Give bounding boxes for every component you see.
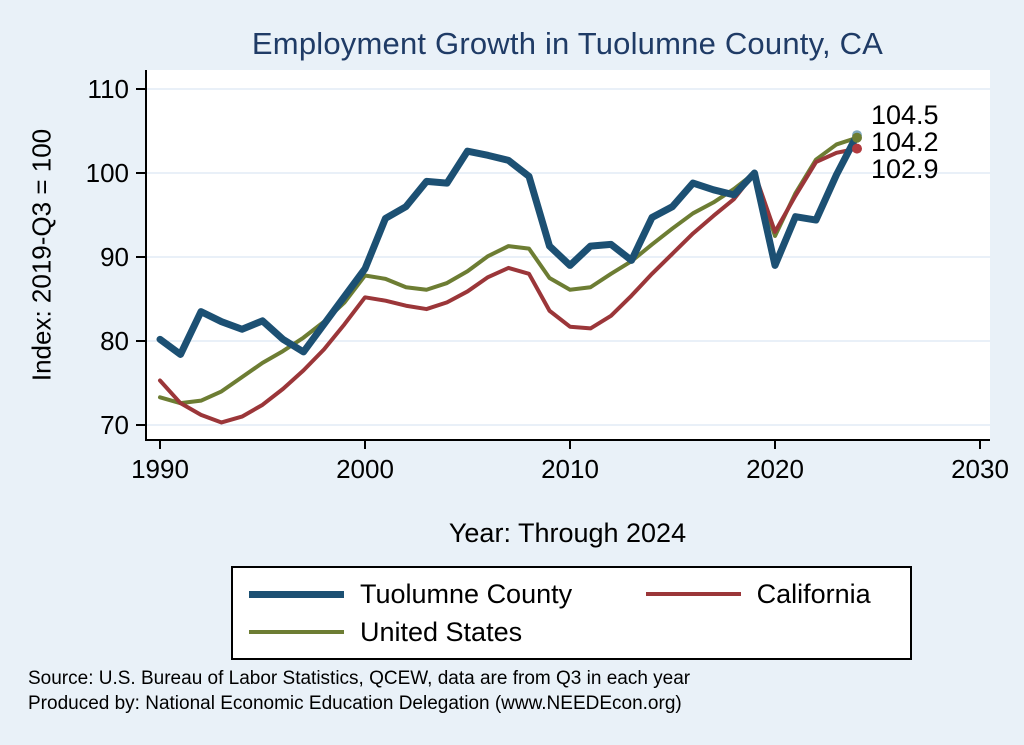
y-tick-label: 80 <box>100 326 129 356</box>
page-title: Employment Growth in Tuolumne County, CA <box>251 26 884 61</box>
legend-swatch-tuolumne-county <box>249 590 344 598</box>
legend-swatch-united-states <box>249 630 344 634</box>
x-tick-label: 2010 <box>541 454 599 484</box>
source-note: Source: U.S. Bureau of Labor Statistics,… <box>28 668 691 689</box>
series-end-label: 104.2 <box>871 127 939 157</box>
series-endpoint-marker-united-states <box>852 132 862 143</box>
legend-item-united-states: United States <box>249 616 646 648</box>
series-line-tuolumne-county <box>156 131 861 358</box>
series-end-label: 104.5 <box>871 100 939 130</box>
series-endpoint-marker-california <box>852 143 862 154</box>
legend-item-tuolumne-county: Tuolumne County <box>249 578 646 610</box>
y-tick-label: 100 <box>86 158 129 188</box>
legend-label-california: California <box>756 578 871 609</box>
y-tick-label: 90 <box>100 242 129 272</box>
legend-item-california: California <box>645 578 910 610</box>
x-tick-label: 2030 <box>951 454 1009 484</box>
produced-by-note: Produced by: National Economic Education… <box>28 693 682 715</box>
legend-label-united-states: United States <box>360 616 523 647</box>
x-tick-label: 1990 <box>131 454 189 484</box>
x-tick-label: 2000 <box>336 454 394 484</box>
y-axis-title: Index: 2019-Q3 = 100 <box>26 128 57 382</box>
x-axis-title: Year: Through 2024 <box>448 518 687 548</box>
series-end-label: 102.9 <box>871 154 939 184</box>
legend: Tuolumne County California United States <box>231 566 912 660</box>
footer: Source: U.S. Bureau of Labor Statistics,… <box>28 666 690 716</box>
legend-label-tuolumne-county: Tuolumne County <box>360 578 573 609</box>
legend-swatch-california <box>645 592 741 596</box>
plot-area: 70 80 90 100 110 1990 2000 2010 2020 2030 104.5104… <box>86 70 1009 484</box>
y-tick-label: 110 <box>88 74 129 104</box>
y-tick-label: 70 <box>100 410 129 440</box>
x-tick-label: 2020 <box>746 454 804 484</box>
plot-background <box>145 70 990 441</box>
